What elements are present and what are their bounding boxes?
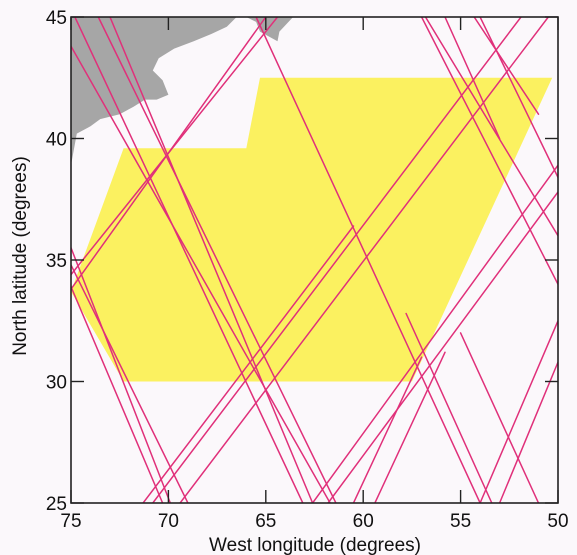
y-tick-label: 30 xyxy=(46,373,67,394)
x-tick-labels: 75 70 65 60 55 50 xyxy=(60,511,568,532)
ground-track xyxy=(420,17,558,286)
y-tick-labels: 25 30 35 40 45 xyxy=(46,8,67,515)
ground-track xyxy=(459,332,540,503)
ground-track xyxy=(71,285,164,503)
ground-track xyxy=(255,17,481,503)
ground-track xyxy=(152,17,522,503)
ground-track xyxy=(142,225,355,503)
ground-track xyxy=(424,17,558,237)
ground-track xyxy=(71,17,279,276)
region-layer xyxy=(71,77,553,382)
study-region xyxy=(71,77,553,382)
ground-track xyxy=(71,247,172,503)
ground-track xyxy=(405,312,493,503)
ground-track xyxy=(311,164,558,503)
ground-track-layer xyxy=(71,17,558,503)
ground-track xyxy=(327,191,558,503)
ground-track xyxy=(97,17,337,503)
ground-track xyxy=(498,361,558,503)
x-tick-label: 50 xyxy=(547,511,568,532)
ground-track xyxy=(71,264,189,503)
nova-scotia-landmass xyxy=(246,17,294,42)
x-tick-label: 75 xyxy=(60,511,81,532)
ground-track xyxy=(473,17,540,115)
ground-track xyxy=(109,17,314,503)
ground-track xyxy=(374,351,446,503)
land-layer xyxy=(71,17,294,166)
ground-track xyxy=(352,356,423,503)
ground-track xyxy=(179,17,550,503)
x-tick-label: 65 xyxy=(255,511,276,532)
ground-track xyxy=(479,320,558,503)
map-layers xyxy=(71,17,558,503)
y-axis-title: North latitude (degrees) xyxy=(10,156,31,356)
axis-ticks xyxy=(70,16,559,504)
ground-track xyxy=(71,45,331,503)
y-tick-label: 25 xyxy=(46,494,67,515)
ground-track xyxy=(479,17,558,179)
x-axis-title: West longitude (degrees) xyxy=(209,535,421,555)
coastline-landmass xyxy=(71,17,237,166)
y-tick-label: 40 xyxy=(46,130,67,151)
y-tick-label: 45 xyxy=(46,8,67,29)
y-tick-label: 35 xyxy=(46,251,67,272)
x-tick-label: 55 xyxy=(450,511,471,532)
x-tick-label: 60 xyxy=(353,511,374,532)
ground-track xyxy=(74,17,304,503)
x-tick-label: 70 xyxy=(158,511,179,532)
ground-track xyxy=(444,17,501,140)
